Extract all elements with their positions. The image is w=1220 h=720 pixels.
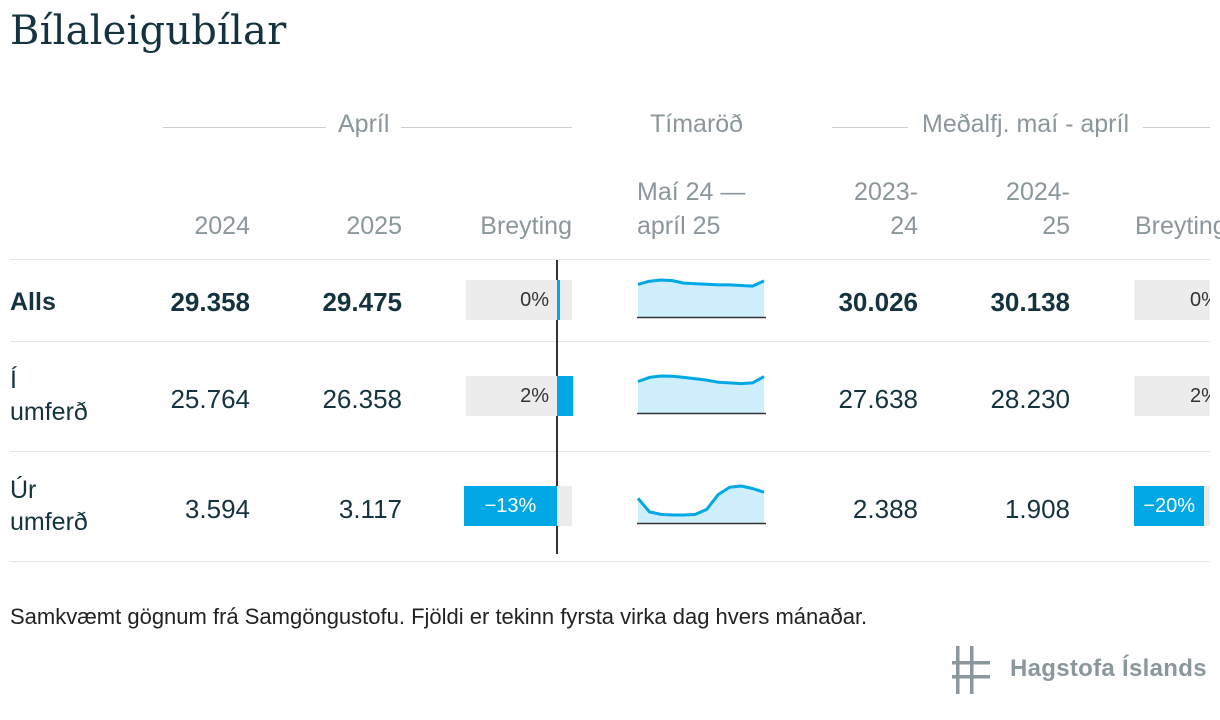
sparkline-line	[637, 374, 765, 386]
sparkline-line	[637, 278, 765, 288]
col-header-timeseries-end: apríl 25	[637, 212, 721, 240]
col-header-2024: 2024	[194, 212, 250, 240]
sparkline-line	[636, 484, 765, 517]
row-label-line-2: umferð	[10, 398, 88, 426]
row-label-line-2: umferð	[10, 508, 88, 536]
change-bar-label: 2%	[520, 385, 549, 407]
cell-avg1-ur-umferd: 2.388	[852, 494, 918, 524]
change-bar-label: 0%	[520, 289, 549, 311]
change-bar-track	[466, 376, 572, 416]
row-divider	[10, 451, 1210, 452]
col-header-2025: 2025	[346, 212, 402, 240]
change-bar-label: 0%	[1190, 289, 1210, 311]
cell-2025-alls: 29.475	[322, 287, 402, 317]
cell-avg2-ur-umferd: 1.908	[1004, 494, 1070, 524]
change-bar-track	[1134, 280, 1210, 320]
row-label-alls: Alls	[10, 288, 56, 316]
change-bar-label: 2%	[1190, 385, 1210, 407]
cell-2024-alls: 29.358	[170, 287, 250, 317]
logo-text: Hagstofa Íslands	[1010, 655, 1207, 682]
row-label-i-umferd: Í umferð	[10, 364, 88, 428]
sparkline-ur-umferd	[636, 484, 766, 525]
cell-2024-i-umferd: 25.764	[170, 384, 250, 414]
cell-avg2-alls: 30.138	[990, 287, 1070, 317]
change-bar	[557, 376, 574, 416]
group-label-april: Apríl	[326, 110, 402, 139]
row-divider	[10, 259, 1210, 260]
change-bar	[463, 486, 557, 526]
change-bar-label: −20%	[1143, 495, 1196, 517]
footnote: Samkvæmt gögnum frá Samgöngustofu. Fjöld…	[10, 604, 868, 629]
change-bar-track	[1134, 376, 1210, 416]
cell-avg2-i-umferd: 28.230	[990, 384, 1070, 414]
sparkline-area	[638, 280, 764, 317]
col-header-period-1: 2023-	[854, 178, 918, 206]
row-divider	[10, 341, 1210, 342]
col-header-timeseries-start: Maí 24 —	[637, 178, 746, 206]
col-header-change: Breyting	[480, 212, 572, 240]
sparkline-alls	[637, 278, 766, 319]
cell-2024-ur-umferd: 3.594	[184, 494, 250, 524]
col-header-period-1-end: 24	[890, 212, 918, 240]
col-header-change-2: Breyting	[1135, 212, 1220, 240]
col-header-period-2-end: 25	[1042, 212, 1070, 240]
group-label-average: Meðalfj. maí - apríl	[908, 110, 1144, 139]
cell-2025-ur-umferd: 3.117	[338, 494, 402, 524]
sparkline-i-umferd	[637, 374, 766, 415]
hagstofa-logo-icon	[952, 646, 990, 694]
cell-2025-i-umferd: 26.358	[322, 384, 402, 414]
change-bar	[557, 280, 560, 320]
row-divider	[10, 561, 1210, 562]
sparkline-area	[638, 486, 764, 523]
page-title: Bílaleigubílar	[10, 8, 287, 54]
row-label-ur-umferd: Úr umferð	[10, 474, 88, 538]
sparkline-area	[638, 376, 764, 413]
row-label-line-1: Úr	[10, 476, 37, 504]
change-bar-label: −13%	[484, 495, 537, 517]
cell-avg1-alls: 30.026	[838, 287, 918, 317]
group-label-timeseries: Tímaröð	[650, 110, 744, 139]
change-bar-track	[466, 280, 572, 320]
cell-avg1-i-umferd: 27.638	[838, 384, 918, 414]
col-header-period-2: 2024-	[1006, 178, 1070, 206]
change-bar	[1134, 486, 1205, 526]
row-label-line-1: Í	[10, 366, 17, 394]
